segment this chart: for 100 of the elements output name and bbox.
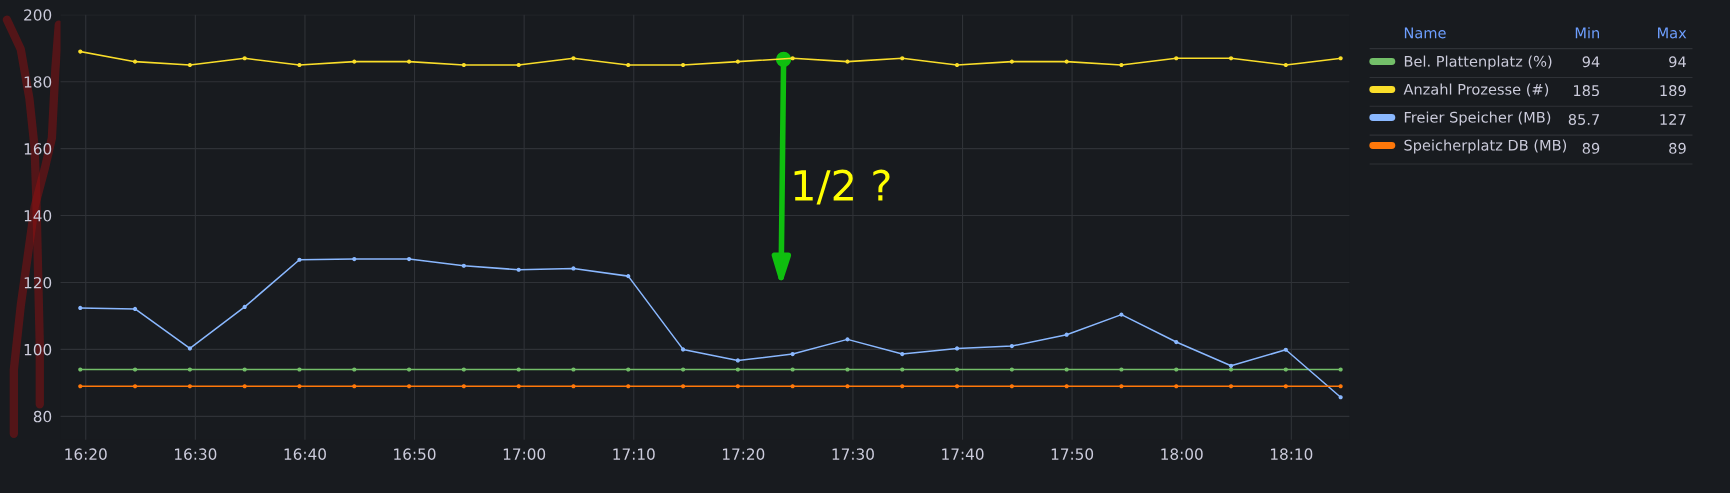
point — [900, 384, 905, 389]
point — [845, 59, 850, 64]
point — [461, 62, 466, 68]
point — [78, 49, 83, 54]
point — [1064, 332, 1069, 337]
point — [1283, 384, 1288, 389]
text: Min — [1575, 27, 1600, 39]
x-tick-label: 17:30 — [832, 448, 874, 460]
text: 185 — [1574, 85, 1599, 97]
legend-label: Anzahl Prozesse (#) — [1403, 83, 1549, 97]
point — [1228, 384, 1234, 389]
text: 127 — [1660, 113, 1686, 125]
point — [1064, 367, 1069, 372]
point — [1119, 384, 1124, 389]
point — [78, 384, 83, 389]
point — [845, 367, 850, 372]
point — [132, 59, 138, 64]
point — [1283, 367, 1288, 372]
point — [516, 367, 521, 372]
point — [187, 384, 192, 389]
point — [1338, 56, 1343, 61]
y-tick-label: 160 — [24, 143, 52, 155]
point — [1338, 367, 1343, 372]
point — [790, 384, 795, 389]
point — [516, 62, 521, 68]
point — [1174, 367, 1179, 372]
point — [297, 62, 302, 68]
point — [78, 367, 83, 372]
point — [132, 306, 138, 312]
y-tick-label: 120 — [24, 276, 52, 289]
point — [1283, 62, 1288, 68]
point — [1283, 347, 1288, 352]
point — [1009, 343, 1014, 349]
y-tick-label: 80 — [33, 410, 52, 423]
point — [1064, 384, 1069, 389]
point — [626, 274, 631, 279]
point — [735, 367, 740, 372]
x-tick-label: 17:40 — [942, 448, 984, 460]
x-tick-label: 16:30 — [175, 448, 217, 460]
point — [1119, 62, 1124, 68]
point — [406, 256, 412, 262]
x-tick-label: 16:50 — [394, 448, 436, 460]
x-tick-label: 18:10 — [1271, 448, 1313, 460]
point — [242, 56, 247, 61]
x-tick-label: 16:40 — [284, 448, 326, 460]
point — [1174, 56, 1179, 61]
point — [1119, 367, 1124, 372]
point — [406, 367, 412, 372]
point — [790, 56, 795, 61]
x-tick-label: 17:10 — [613, 448, 655, 460]
point — [352, 384, 357, 389]
annotation: 1/2 ? — [794, 169, 890, 205]
point — [406, 59, 412, 64]
legend-label: Speicherplatz DB (MB) — [1404, 139, 1567, 154]
point — [1009, 59, 1014, 64]
point — [954, 346, 960, 351]
point — [242, 367, 247, 372]
point — [626, 62, 631, 68]
x-tick-label: 17:50 — [1051, 448, 1094, 460]
point — [242, 304, 247, 309]
point — [1338, 395, 1343, 400]
point — [1338, 384, 1343, 389]
point — [187, 367, 192, 372]
legend-label: Bel. Plattenplatz (%) — [1404, 55, 1552, 70]
x-tick-label: 17:20 — [722, 448, 765, 460]
point — [790, 367, 795, 372]
text: Max — [1658, 27, 1687, 39]
point — [954, 384, 960, 389]
point — [352, 59, 357, 64]
point — [900, 352, 905, 357]
point — [571, 384, 576, 389]
point — [516, 384, 521, 389]
text: 89 — [1582, 142, 1600, 154]
point — [187, 346, 192, 351]
point — [1174, 339, 1179, 345]
point — [461, 384, 466, 389]
point — [954, 367, 960, 372]
point — [132, 367, 138, 372]
x-tick-label: 17:00 — [503, 448, 546, 460]
text: Name — [1404, 27, 1446, 39]
point — [461, 367, 466, 372]
point — [735, 358, 740, 363]
text: 89 — [1669, 142, 1686, 154]
point — [626, 367, 631, 372]
point — [1009, 384, 1014, 389]
point — [680, 347, 686, 352]
point — [900, 56, 905, 61]
point — [187, 62, 192, 68]
point — [571, 56, 576, 61]
text: 94 — [1669, 56, 1686, 68]
text: 94 — [1582, 56, 1600, 68]
y-tick-label: 200 — [24, 9, 52, 21]
point — [680, 367, 686, 372]
point — [626, 384, 631, 389]
point — [516, 267, 521, 272]
point — [790, 352, 795, 357]
point — [78, 305, 83, 311]
point — [461, 263, 466, 268]
x-tick-label: 16:20 — [65, 448, 107, 460]
point — [1174, 384, 1179, 389]
